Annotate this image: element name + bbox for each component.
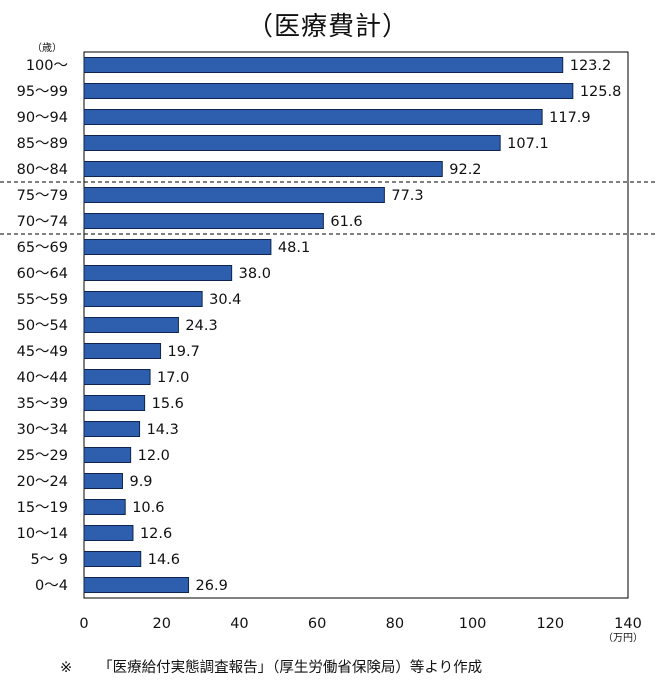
source-note: ※ 「医療給付実態調査報告」（厚生労働省保険局）等より作成: [60, 656, 482, 677]
x-axis-unit: （万円）: [603, 632, 643, 644]
category-label: 45〜49: [17, 344, 68, 360]
x-tick-labels-group: 0 20 40 60 80 100 120 140: [79, 616, 641, 632]
x-tick-label: 100: [459, 616, 487, 632]
bar: [83, 161, 443, 177]
bar: [83, 577, 190, 593]
bar: [83, 187, 385, 203]
category-label: 50〜54: [17, 318, 68, 334]
value-label: 61.6: [330, 214, 362, 230]
category-label: 85〜89: [17, 136, 68, 152]
category-label: 40〜44: [17, 370, 68, 386]
value-label: 17.0: [157, 370, 189, 386]
bar: [83, 447, 132, 463]
value-label: 12.6: [140, 526, 172, 542]
bar: [83, 499, 126, 515]
value-label: 38.0: [239, 266, 271, 282]
bar: [83, 317, 179, 333]
value-label: 107.1: [507, 136, 549, 152]
category-label: 10〜14: [17, 526, 68, 542]
note-mark: ※: [60, 660, 73, 676]
value-label: 24.3: [185, 318, 217, 334]
bar: [83, 551, 142, 567]
value-label: 10.6: [132, 500, 164, 516]
bars-group: [83, 57, 574, 593]
category-label: 80〜84: [17, 162, 68, 178]
value-label: 14.3: [147, 422, 179, 438]
note-text: 「医療給付実態調査報告」（厚生労働省保険局）等より作成: [98, 660, 483, 676]
category-label: 100〜: [26, 58, 68, 74]
category-label: 15〜19: [17, 500, 68, 516]
value-label: 9.9: [129, 474, 152, 490]
category-label: 5〜 9: [30, 552, 68, 568]
x-tick-label: 20: [152, 616, 170, 632]
x-tick-label: 0: [79, 616, 88, 632]
bar: [83, 135, 501, 151]
value-label: 30.4: [209, 292, 241, 308]
bar: [83, 291, 203, 307]
bar: [83, 239, 272, 255]
y-axis-unit: （歳）: [32, 42, 62, 54]
category-label: 25〜29: [17, 448, 68, 464]
x-tick-label: 120: [536, 616, 564, 632]
value-label: 77.3: [391, 188, 423, 204]
category-label: 70〜74: [17, 214, 68, 230]
bar: [83, 525, 134, 541]
category-label: 30〜34: [17, 422, 68, 438]
x-tick-label: 80: [386, 616, 404, 632]
value-label: 19.7: [168, 344, 200, 360]
value-label: 123.2: [570, 58, 612, 74]
x-tick-label: 60: [308, 616, 326, 632]
bar: [83, 57, 564, 73]
bar: [83, 343, 162, 359]
value-label: 26.9: [196, 578, 228, 594]
category-label: 90〜94: [17, 110, 68, 126]
value-label: 12.0: [138, 448, 170, 464]
bar: [83, 421, 141, 437]
value-label: 125.8: [580, 84, 622, 100]
category-label: 0〜4: [35, 578, 68, 594]
value-label: 15.6: [152, 396, 184, 412]
category-label: 65〜69: [17, 240, 68, 256]
category-label: 60〜64: [17, 266, 68, 282]
bar: [83, 473, 123, 489]
value-label: 48.1: [278, 240, 310, 256]
bar: [83, 265, 233, 281]
bar: [83, 109, 543, 125]
category-label: 35〜39: [17, 396, 68, 412]
chart-title: （医療費計）: [246, 12, 409, 42]
x-tick-label: 140: [614, 616, 642, 632]
bar: [83, 395, 146, 411]
bar: [83, 213, 324, 229]
category-label: 55〜59: [17, 292, 68, 308]
bar: [83, 369, 151, 385]
category-labels-group: 100〜 95〜99 90〜94 85〜89 80〜84 75〜79 70〜74 65〜69 6…: [17, 58, 68, 594]
bar: [83, 83, 574, 99]
value-label: 92.2: [449, 162, 481, 178]
x-tick-label: 40: [230, 616, 248, 632]
category-label: 75〜79: [17, 188, 68, 204]
category-label: 95〜99: [17, 84, 68, 100]
value-label: 14.6: [148, 552, 180, 568]
value-label: 117.9: [549, 110, 591, 126]
category-label: 20〜24: [17, 474, 68, 490]
dashed-separators-group: [0, 181, 656, 235]
